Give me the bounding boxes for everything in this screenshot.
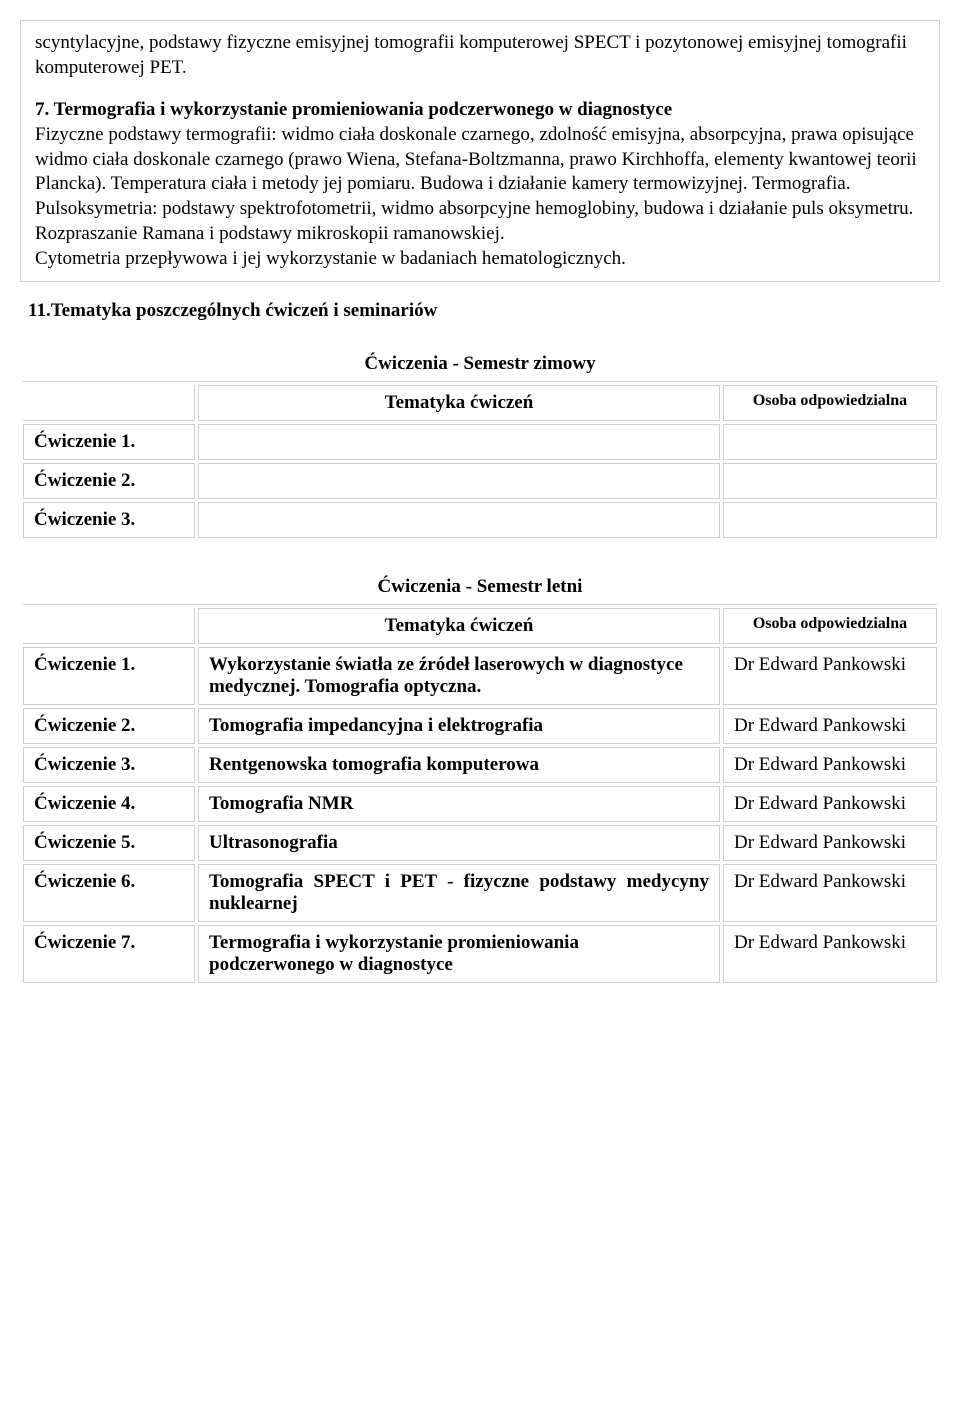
exercise-topic: Tomografia NMR	[198, 786, 720, 822]
winter-header-person: Osoba odpowiedzialna	[723, 385, 937, 421]
summer-table: Ćwiczenia - Semestr letni Tematyka ćwicz…	[20, 567, 940, 986]
winter-header-blank	[23, 385, 195, 421]
table-row: Ćwiczenie 3.	[23, 502, 937, 538]
exercise-topic: Ultrasonografia	[198, 825, 720, 861]
section-heading-11: 11.Tematyka poszczególnych ćwiczeń i sem…	[28, 300, 940, 322]
summer-header-topic: Tematyka ćwiczeń	[198, 608, 720, 644]
winter-table: Ćwiczenia - Semestr zimowy Tematyka ćwic…	[20, 344, 940, 541]
exercise-person: Dr Edward Pankowski	[723, 825, 937, 861]
exercise-label: Ćwiczenie 2.	[23, 463, 195, 499]
winter-title-cell: Ćwiczenia - Semestr zimowy	[23, 347, 937, 382]
table-row: Ćwiczenie 2.	[23, 463, 937, 499]
exercise-topic	[198, 463, 720, 499]
summer-title-row: Ćwiczenia - Semestr letni	[23, 570, 937, 605]
exercise-label: Ćwiczenie 2.	[23, 708, 195, 744]
exercise-topic	[198, 424, 720, 460]
exercise-person: Dr Edward Pankowski	[723, 925, 937, 983]
exercise-topic: Tomografia SPECT i PET - fizyczne podsta…	[198, 864, 720, 922]
exercise-label: Ćwiczenie 1.	[23, 424, 195, 460]
exercise-person: Dr Edward Pankowski	[723, 864, 937, 922]
summer-header-person: Osoba odpowiedzialna	[723, 608, 937, 644]
table-row: Ćwiczenie 2. Tomografia impedancyjna i e…	[23, 708, 937, 744]
exercise-topic: Termografia i wykorzystanie promieniowan…	[198, 925, 720, 983]
exercise-topic: Rentgenowska tomografia komputerowa	[198, 747, 720, 783]
exercise-label: Ćwiczenie 4.	[23, 786, 195, 822]
table-row: Ćwiczenie 7. Termografia i wykorzystanie…	[23, 925, 937, 983]
table-row: Ćwiczenie 6. Tomografia SPECT i PET - fi…	[23, 864, 937, 922]
exercise-person	[723, 502, 937, 538]
table-row: Ćwiczenie 5. Ultrasonografia Dr Edward P…	[23, 825, 937, 861]
summer-title-cell: Ćwiczenia - Semestr letni	[23, 570, 937, 605]
winter-header-row: Tematyka ćwiczeń Osoba odpowiedzialna	[23, 385, 937, 421]
exercise-person: Dr Edward Pankowski	[723, 786, 937, 822]
intro-box: scyntylacyjne, podstawy fizyczne emisyjn…	[20, 20, 940, 282]
exercise-label: Ćwiczenie 1.	[23, 647, 195, 705]
exercise-person: Dr Edward Pankowski	[723, 747, 937, 783]
intro-paragraph-1: scyntylacyjne, podstawy fizyczne emisyjn…	[35, 31, 925, 80]
exercise-person	[723, 463, 937, 499]
exercise-person	[723, 424, 937, 460]
exercise-topic: Tomografia impedancyjna i elektrografia	[198, 708, 720, 744]
exercise-topic	[198, 502, 720, 538]
intro-paragraph-4: Cytometria przepływowa i jej wykorzystan…	[35, 247, 925, 272]
exercise-label: Ćwiczenie 6.	[23, 864, 195, 922]
intro-paragraph-2: Fizyczne podstawy termografii: widmo cia…	[35, 123, 925, 222]
winter-title-row: Ćwiczenia - Semestr zimowy	[23, 347, 937, 382]
table-row: Ćwiczenie 1.	[23, 424, 937, 460]
exercise-person: Dr Edward Pankowski	[723, 647, 937, 705]
intro-heading-7-bold: 7. Termografia i wykorzystanie promienio…	[35, 99, 672, 120]
summer-header-row: Tematyka ćwiczeń Osoba odpowiedzialna	[23, 608, 937, 644]
winter-header-topic: Tematyka ćwiczeń	[198, 385, 720, 421]
intro-paragraph-3: Rozpraszanie Ramana i podstawy mikroskop…	[35, 222, 925, 247]
exercise-label: Ćwiczenie 7.	[23, 925, 195, 983]
table-row: Ćwiczenie 4. Tomografia NMR Dr Edward Pa…	[23, 786, 937, 822]
intro-heading-7: 7. Termografia i wykorzystanie promienio…	[35, 98, 925, 123]
exercise-label: Ćwiczenie 5.	[23, 825, 195, 861]
exercise-label: Ćwiczenie 3.	[23, 747, 195, 783]
exercise-person: Dr Edward Pankowski	[723, 708, 937, 744]
exercise-label: Ćwiczenie 3.	[23, 502, 195, 538]
table-row: Ćwiczenie 1. Wykorzystanie światła ze źr…	[23, 647, 937, 705]
exercise-topic: Wykorzystanie światła ze źródeł laserowy…	[198, 647, 720, 705]
summer-header-blank	[23, 608, 195, 644]
table-row: Ćwiczenie 3. Rentgenowska tomografia kom…	[23, 747, 937, 783]
